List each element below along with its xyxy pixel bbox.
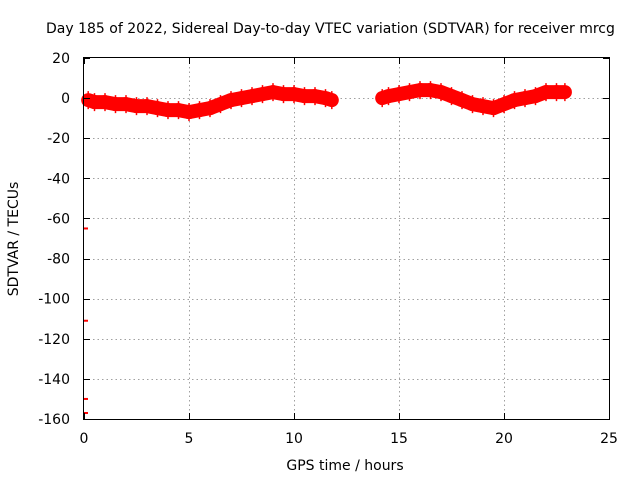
sdtvar-point	[437, 83, 445, 102]
sdtvar-point	[426, 81, 435, 100]
y-tick-label: -60	[47, 211, 70, 227]
y-tick-label: -160	[38, 412, 70, 428]
x-tick-label: 10	[285, 431, 303, 447]
sdtvar-point	[468, 95, 477, 114]
sdtvar-point	[90, 93, 99, 112]
sdtvar-point	[164, 101, 172, 120]
sdtvar-point	[185, 103, 193, 122]
sdtvar-point	[479, 97, 487, 116]
sdtvar-point	[206, 99, 214, 118]
x-tick-label: 15	[390, 431, 408, 447]
y-tick-label: -80	[47, 252, 70, 268]
y-tick-label: -40	[47, 171, 70, 187]
sdtvar-point	[122, 95, 130, 114]
sdtvar-point	[458, 91, 466, 110]
sdtvar-point	[552, 83, 561, 102]
sdtvar-point	[531, 87, 540, 106]
sdtvar-point	[248, 87, 256, 106]
sdtvar-point	[378, 89, 387, 108]
sdtvar-point	[111, 95, 120, 114]
y-tick-label: -20	[47, 131, 70, 147]
sdtvar-point	[560, 83, 569, 102]
sdtvar-point	[227, 91, 235, 110]
y-tick-label: -120	[38, 332, 70, 348]
sdtvar-point	[311, 87, 319, 106]
sdtvar-point	[132, 97, 141, 116]
x-axis-label: GPS time / hours	[286, 458, 403, 474]
sdtvar-point	[327, 91, 336, 110]
y-tick-label: -100	[38, 292, 70, 308]
grid-lines	[84, 58, 609, 419]
sdtvar-point	[216, 95, 225, 114]
y-tick-label: 0	[61, 91, 70, 107]
sdtvar-point	[542, 83, 550, 102]
sdtvar-point	[195, 101, 204, 120]
sdtvar-point	[489, 99, 498, 118]
sdtvar-point	[258, 85, 267, 104]
x-tick-label: 20	[495, 431, 513, 447]
sdtvar-point	[101, 93, 109, 112]
y-tick-label: -140	[38, 372, 70, 388]
sdtvar-point	[237, 89, 246, 108]
sdtvar-point	[395, 85, 403, 104]
sdtvar-point	[174, 101, 183, 120]
data-points	[81, 81, 572, 414]
chart-title: Day 185 of 2022, Sidereal Day-to-day VTE…	[46, 21, 615, 37]
y-axis-label: SDTVAR / TECUs	[6, 182, 22, 297]
sdtvar-point	[405, 83, 414, 102]
sdtvar-point	[521, 89, 529, 108]
sdtvar-point	[279, 85, 288, 104]
sdtvar-point	[447, 87, 456, 106]
x-tick-labels: 0 5 10 15 20 25	[80, 431, 618, 447]
sdtvar-point	[300, 87, 309, 106]
sdtvar-point	[84, 91, 93, 110]
sdtvar-point	[143, 97, 151, 116]
x-tick-label: 25	[600, 431, 618, 447]
x-tick-label: 5	[185, 431, 194, 447]
axis-ticks	[84, 58, 610, 420]
sdtvar-point	[510, 91, 519, 110]
sdtvar-point	[500, 95, 508, 114]
y-tick-label: 20	[52, 51, 70, 67]
sdtvar-point	[321, 89, 330, 108]
x-tick-label: 0	[80, 431, 89, 447]
sdtvar-point	[269, 83, 277, 102]
sdtvar-point	[153, 99, 162, 118]
sdtvar-point	[384, 87, 393, 106]
plot-frame	[83, 57, 610, 420]
sdtvar-point	[416, 81, 424, 100]
sdtvar-point	[290, 85, 298, 104]
y-tick-labels: 20 0 -20 -40 -60 -80 -100 -120 -140 -160	[38, 51, 70, 428]
